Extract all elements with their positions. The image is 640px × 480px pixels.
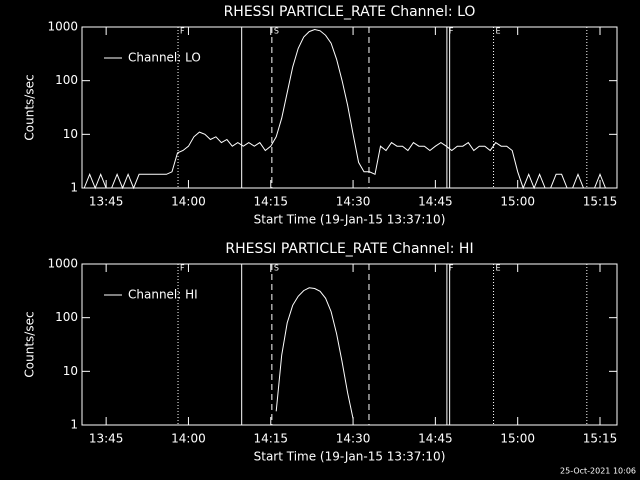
x-tick-label: 13:45 [89,432,124,446]
x-tick-label: 15:15 [583,432,618,446]
x-tick-label: 15:15 [583,195,618,209]
x-tick-label: 14:00 [171,195,206,209]
y-axis-label: Counts/sec [23,74,37,140]
x-tick-label: 14:30 [336,195,371,209]
data-line [83,28,617,190]
x-tick-label: 14:45 [418,195,453,209]
date-stamp: 25-Oct-2021 10:06 [560,467,636,476]
y-tick-label: 100 [55,310,78,324]
y-tick-label: 10 [63,127,78,141]
x-tick-label: 15:00 [500,432,535,446]
marker-label: F [449,27,454,36]
x-tick-label: 14:30 [336,432,371,446]
y-tick-label: 1 [70,181,78,195]
marker-label: F [449,264,454,273]
x-tick-label: 14:00 [171,432,206,446]
legend-label: Channel: HI [128,288,198,302]
chart-title: RHESSI PARTICLE_RATE Channel: LO [224,4,476,20]
x-tick-label: 14:45 [418,432,453,446]
plot-frame [81,263,618,426]
legend-label: Channel: LO [128,51,201,65]
x-tick-label: 13:45 [89,195,124,209]
y-tick-label: 1000 [47,20,78,34]
x-tick-label: 14:15 [253,432,288,446]
x-axis-label: Start Time (19-Jan-15 13:37:10) [254,213,446,227]
plot-frame [81,26,618,189]
marker-label: S [274,264,279,273]
y-tick-label: 1 [70,418,78,432]
y-axis-label: Counts/sec [23,311,37,377]
marker-label: E [496,264,501,273]
data-line [275,287,354,420]
y-tick-label: 100 [55,73,78,87]
marker-label: S [274,27,279,36]
x-tick-label: 15:00 [500,195,535,209]
chart-title: RHESSI PARTICLE_RATE Channel: HI [225,241,473,257]
x-axis-label: Start Time (19-Jan-15 13:37:10) [254,450,446,464]
x-tick-label: 14:15 [253,195,288,209]
marker-label: F [180,264,185,273]
marker-label: E [496,27,501,36]
y-tick-label: 10 [63,364,78,378]
y-tick-label: 1000 [47,257,78,271]
marker-label: F [180,27,185,36]
